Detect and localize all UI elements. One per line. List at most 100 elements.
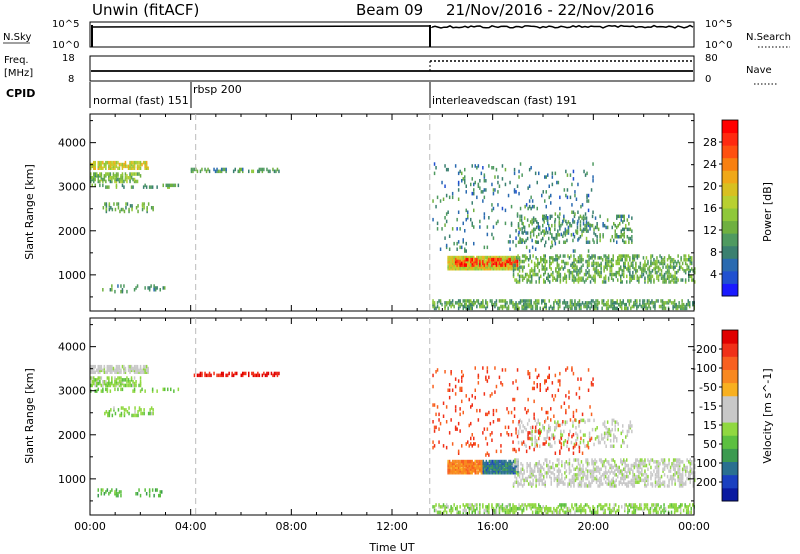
data-cell <box>512 240 514 244</box>
colorbar-segment <box>722 245 738 259</box>
data-cell <box>679 306 682 311</box>
data-cell <box>517 240 520 244</box>
data-cell <box>532 233 535 237</box>
data-cell <box>442 197 445 201</box>
data-cell <box>113 406 115 410</box>
data-cell <box>676 506 679 511</box>
data-cell <box>604 274 607 279</box>
data-cell <box>629 272 631 277</box>
data-cell <box>657 474 660 479</box>
data-cell <box>604 302 606 307</box>
data-cell <box>435 425 437 430</box>
data-cell <box>610 463 613 468</box>
data-cell <box>547 221 549 226</box>
data-cell <box>553 306 555 311</box>
data-cell <box>542 214 544 219</box>
data-cell <box>115 164 118 169</box>
data-cell <box>660 505 662 509</box>
colorbar-frame <box>721 329 739 502</box>
data-cell <box>93 174 95 178</box>
data-cell <box>587 249 590 253</box>
data-cell <box>662 274 664 279</box>
data-cell <box>114 370 116 374</box>
data-cell <box>93 376 95 380</box>
data-cell <box>433 301 436 305</box>
data-cell <box>462 410 464 415</box>
data-cell <box>635 476 637 481</box>
data-cell <box>624 306 626 311</box>
data-cell <box>605 503 608 507</box>
data-cell <box>534 506 537 511</box>
data-cell <box>610 261 613 266</box>
data-cell <box>494 257 496 262</box>
data-cell <box>448 431 451 435</box>
data-cell <box>147 411 150 416</box>
data-cell <box>453 463 455 468</box>
data-cell <box>534 306 537 311</box>
data-cell <box>572 371 575 376</box>
data-cell <box>663 278 666 282</box>
data-cell <box>549 274 551 279</box>
data-cell <box>650 274 652 279</box>
colorbar-tick-label: 100 <box>696 457 717 470</box>
data-cell <box>433 444 436 448</box>
data-cell <box>578 449 581 454</box>
data-cell <box>540 238 542 243</box>
data-cell <box>627 510 629 515</box>
data-cell <box>594 256 596 260</box>
data-cell <box>476 467 478 471</box>
data-cell <box>454 164 457 168</box>
data-cell <box>553 301 555 305</box>
data-cell <box>152 207 154 212</box>
data-cell <box>540 469 542 473</box>
data-cell <box>485 188 487 192</box>
nsky-tick-top: 10^5 <box>52 19 79 30</box>
data-cell <box>527 371 529 376</box>
data-cell <box>663 506 665 511</box>
data-cell <box>582 222 585 226</box>
data-cell <box>120 493 122 498</box>
data-cell <box>556 276 559 280</box>
data-cell <box>681 474 684 479</box>
data-cell <box>104 411 106 416</box>
data-cell <box>454 384 457 389</box>
data-cell <box>550 480 552 484</box>
data-cell <box>544 216 546 220</box>
data-cell <box>577 484 580 488</box>
data-cell <box>111 380 113 384</box>
data-cell <box>552 274 554 279</box>
data-cell <box>515 476 518 481</box>
data-cell <box>480 261 483 265</box>
data-cell <box>607 254 610 258</box>
data-cell <box>483 175 486 179</box>
data-cell <box>629 471 631 475</box>
data-cell <box>480 263 483 267</box>
data-cell <box>494 261 496 266</box>
data-cell <box>577 259 580 264</box>
data-cell <box>689 510 691 515</box>
data-cell <box>609 429 612 434</box>
data-cell <box>464 302 466 307</box>
data-cell <box>554 299 557 303</box>
data-cell <box>611 444 613 448</box>
data-cell <box>592 465 595 470</box>
data-cell <box>674 259 676 264</box>
data-cell <box>597 440 600 445</box>
data-cell <box>123 366 125 371</box>
data-cell <box>628 214 630 219</box>
data-cell <box>524 254 527 258</box>
data-cell <box>126 289 128 294</box>
data-cell <box>605 426 607 430</box>
data-cell <box>513 257 516 262</box>
data-cell <box>604 465 607 470</box>
data-cell <box>523 240 526 244</box>
data-cell <box>650 261 652 266</box>
data-cell <box>660 269 663 273</box>
data-cell <box>517 473 519 477</box>
data-cell <box>121 387 124 392</box>
data-cell <box>500 255 502 260</box>
data-cell <box>607 276 610 280</box>
data-cell <box>126 164 128 169</box>
data-cell <box>94 160 96 165</box>
data-cell <box>575 506 578 511</box>
